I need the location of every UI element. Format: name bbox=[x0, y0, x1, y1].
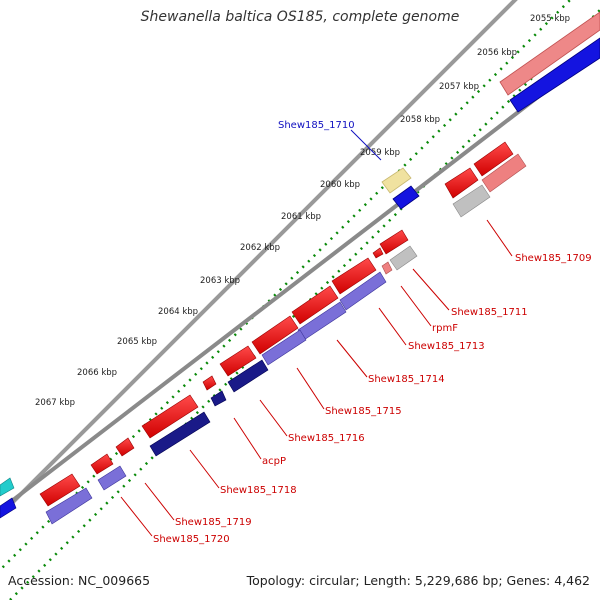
reverse-strand-features bbox=[0, 153, 527, 525]
kbp-label: 2056 kbp bbox=[477, 48, 517, 58]
kbp-label: 2058 kbp bbox=[400, 115, 440, 125]
gene-label: Shew185_1716 bbox=[288, 433, 365, 444]
kbp-label: 2061 kbp bbox=[281, 212, 321, 222]
gene-label: Shew185_1720 bbox=[153, 534, 230, 545]
outer-tick-ring bbox=[0, 0, 572, 572]
kbp-label: 2060 kbp bbox=[320, 180, 360, 190]
kbp-label: 2055 kbp bbox=[530, 14, 570, 24]
gene-label: Shew185_1709 bbox=[515, 253, 592, 264]
forward-strand-features bbox=[39, 141, 514, 507]
feature-top-right bbox=[499, 11, 600, 113]
gene-labels: Shew185_1710 Shew185_1709 Shew185_1711 r… bbox=[153, 120, 592, 545]
kbp-label: 2067 kbp bbox=[35, 398, 75, 408]
genome-summary-text: Topology: circular; Length: 5,229,686 bp… bbox=[246, 573, 590, 588]
gene-label: Shew185_1719 bbox=[175, 517, 252, 528]
gene-label: Shew185_1710 bbox=[278, 120, 355, 131]
kbp-label: 2063 kbp bbox=[200, 276, 240, 286]
map-title: Shewanella baltica OS185, complete genom… bbox=[140, 9, 460, 25]
kbp-label: 2062 kbp bbox=[240, 243, 280, 253]
kbp-label: 2059 kbp bbox=[360, 148, 400, 158]
kbp-label: 2066 kbp bbox=[77, 368, 117, 378]
accession-text: Accession: NC_009665 bbox=[8, 573, 151, 588]
gene-label: Shew185_1713 bbox=[408, 341, 485, 352]
kbp-label: 2057 kbp bbox=[439, 82, 479, 92]
feature-shew185-1710 bbox=[381, 167, 420, 210]
genome-backbone bbox=[0, 0, 562, 518]
gene-label: Shew185_1718 bbox=[220, 485, 297, 496]
gene-label: Shew185_1711 bbox=[451, 307, 528, 318]
gene-label: acpP bbox=[262, 456, 286, 467]
gene-label: Shew185_1715 bbox=[325, 406, 402, 417]
gene-label: Shew185_1714 bbox=[368, 374, 445, 385]
gene-label: rpmF bbox=[432, 323, 458, 334]
kbp-scale-labels: 2055 kbp 2056 kbp 2057 kbp 2058 kbp 2059… bbox=[35, 14, 570, 408]
kbp-label: 2065 kbp bbox=[117, 337, 157, 347]
kbp-label: 2064 kbp bbox=[158, 307, 198, 317]
label-leader-lines bbox=[120, 129, 513, 537]
